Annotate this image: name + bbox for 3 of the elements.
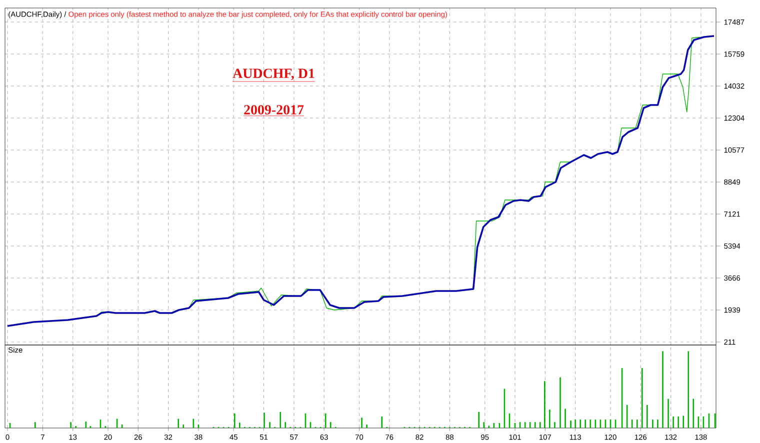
annotation: 2009-2017 <box>244 105 304 114</box>
annotation: AUDCHF, D1 <box>232 68 314 80</box>
line-series <box>6 35 715 327</box>
